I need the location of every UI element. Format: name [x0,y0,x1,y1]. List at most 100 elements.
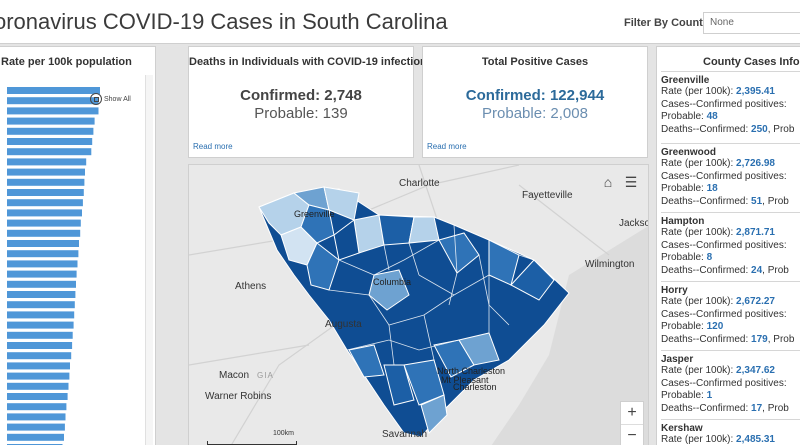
map-label-georgia: GIA [257,371,274,380]
rate-bar[interactable] [7,97,99,105]
map-label-north-charleston: North Charleston [437,366,506,376]
rate-bar[interactable] [7,362,70,370]
rate-bar[interactable] [7,311,75,319]
county-deaths: Deaths--Confirmed: 250, Prob [661,123,795,135]
county-cases: Cases--Confirmed positives: [661,377,787,389]
rate-bar[interactable] [7,301,75,309]
rate-bar[interactable] [7,148,92,156]
page-title: oronavirus COVID-19 Cases in South Carol… [0,9,448,34]
rate-bar[interactable] [7,372,70,380]
county-name: Hampton [661,216,705,227]
show-all-button[interactable]: Show All [104,96,131,103]
rate-bar[interactable] [7,107,99,115]
rate-bar[interactable] [7,382,69,390]
rate-bar[interactable] [7,342,73,349]
rate-bar[interactable] [7,168,85,176]
positive-probable: Probable: 2,008 [482,105,588,122]
county-card-horry[interactable]: Horry Rate (per 100k): 2,672.27 Cases--C… [661,281,800,346]
county-filter-select[interactable]: None [703,12,800,34]
chart-scrollbar[interactable] [145,75,153,445]
map-label-augusta: Augusta [325,319,362,330]
rate-bar[interactable] [7,209,82,217]
list-icon[interactable]: ☰ [624,174,638,190]
deaths-confirmed: Confirmed: 2,748 [240,87,362,104]
rate-bar[interactable] [7,250,79,258]
county-probable: Probable: 48 [661,111,718,122]
county-cases: Cases--Confirmed positives: [661,98,787,110]
county-rate: Rate (per 100k): 2,726.98 [661,158,775,169]
deaths-read-more-link[interactable]: Read more [193,142,233,151]
rate-bar[interactable] [7,413,66,421]
rate-bar[interactable] [7,291,76,298]
map-label-savannah: Savannah [382,429,428,440]
rate-chart-panel: Rate per 100k population Show All [0,46,156,445]
county-card-hampton[interactable]: Hampton Rate (per 100k): 2,871.71 Cases-… [661,212,800,277]
zoom-icon[interactable] [90,93,102,105]
scale-bar [207,441,297,445]
rate-bar[interactable] [7,270,77,278]
county-name: Kershaw [661,423,703,434]
rate-bar[interactable] [7,393,68,400]
rate-bar[interactable] [7,138,93,145]
rate-bar[interactable] [7,240,79,247]
rate-bar[interactable] [7,423,65,431]
home-icon[interactable]: ⌂ [603,174,613,190]
county-name: Jasper [661,354,694,365]
county-rate: Rate (per 100k): 2,347.62 [661,365,775,376]
map-label-fayetteville: Fayetteville [522,190,573,201]
county-card-kershaw[interactable]: Kershaw Rate (per 100k): 2,485.31 [661,419,800,445]
rate-bar[interactable] [7,403,67,411]
rate-bar[interactable] [7,331,73,339]
map-label-charleston: Charleston [453,382,497,392]
rate-bar[interactable] [7,178,85,186]
county-card-greenville[interactable]: Greenville Rate (per 100k): 2,395.41 Cas… [661,71,800,136]
deaths-indicator: Deaths in Individuals with COVID-19 infe… [188,46,427,158]
deaths-probable: Probable: 139 [254,105,348,122]
rate-bar[interactable] [7,433,64,441]
map-label-athens: Athens [235,281,267,292]
county-probable: Probable: 120 [661,321,724,332]
map-label-columbia: Columbia [373,277,412,287]
county-cases: Cases--Confirmed positives: [661,308,787,320]
county-rate: Rate (per 100k): 2,395.41 [661,86,775,97]
zoom-out-button[interactable]: − [621,424,643,445]
rate-bar[interactable] [7,158,87,166]
rate-bar[interactable] [7,219,81,227]
county-probable: Probable: 1 [661,390,713,401]
county-card-jasper[interactable]: Jasper Rate (per 100k): 2,347.62 Cases--… [661,350,800,415]
map-canvas[interactable] [189,165,649,445]
rate-bar[interactable] [7,87,100,94]
map-label-macon: Macon [219,370,250,381]
rate-bar[interactable] [7,260,78,268]
rate-bar[interactable] [7,117,95,125]
rate-bar[interactable] [7,189,84,196]
rate-bar-chart [7,87,100,445]
county-card-greenwood[interactable]: Greenwood Rate (per 100k): 2,726.98 Case… [661,143,800,208]
positive-title: Total Positive Cases [481,56,589,68]
rate-bar[interactable] [7,127,94,135]
map-zoom-control: + − [620,401,644,445]
county-cases: Cases--Confirmed positives: [661,239,787,251]
county-map[interactable]: Charlotte Fayetteville Jackson Greenvill… [188,164,649,445]
county-name: Greenville [661,75,710,86]
rate-bar[interactable] [7,321,74,329]
county-probable: Probable: 8 [661,252,713,263]
ocean-area [491,226,648,445]
county-cases: Cases--Confirmed positives: [661,170,787,182]
filter-label: Filter By County [624,17,709,29]
positive-cases-indicator: Total Positive Cases Confirmed: 122,944 … [422,46,648,158]
scale-label: 100km [273,430,295,437]
zoom-in-button[interactable]: + [627,404,637,421]
rate-bar[interactable] [7,280,76,288]
rate-bar[interactable] [7,229,81,237]
map-label-jackson: Jackson [619,218,648,229]
county-rate: Rate (per 100k): 2,485.31 [661,434,775,445]
positive-read-more-link[interactable]: Read more [427,142,467,151]
rate-bar[interactable] [7,199,83,207]
app-header: oronavirus COVID-19 Cases in South Carol… [0,0,800,44]
county-probable: Probable: 18 [661,183,718,194]
county-deaths: Deaths--Confirmed: 51, Prob [661,195,789,207]
positive-confirmed: Confirmed: 122,944 [465,87,605,104]
county-deaths: Deaths--Confirmed: 179, Prob [661,333,795,345]
rate-bar[interactable] [7,352,72,360]
